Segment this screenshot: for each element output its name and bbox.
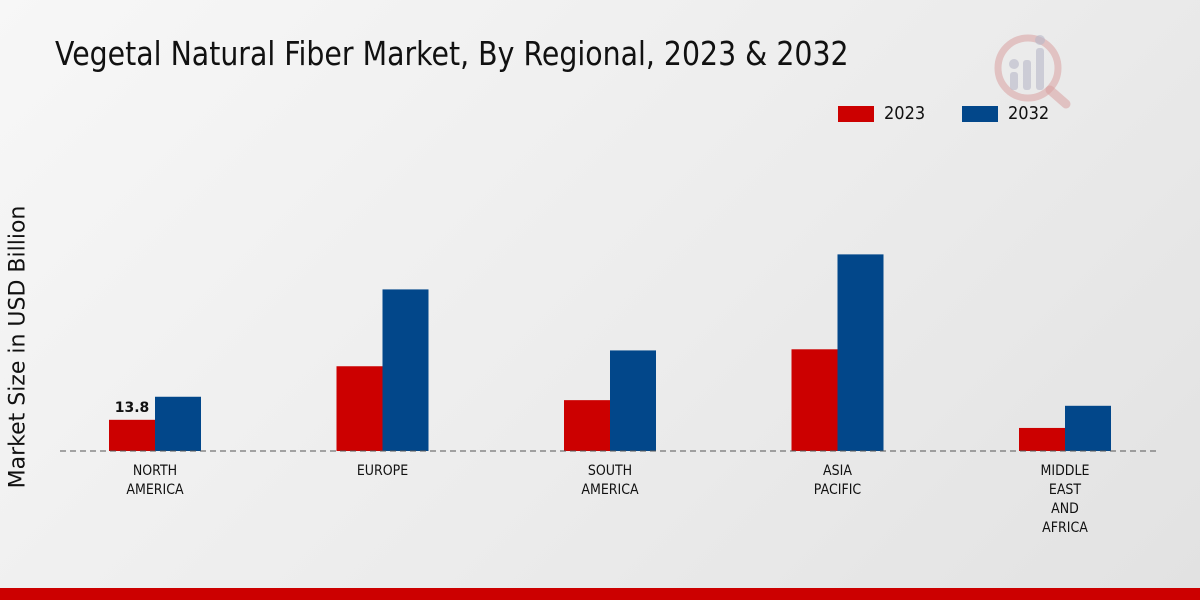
data-label: 13.8	[115, 400, 150, 416]
legend-swatch-2032	[961, 105, 998, 122]
legend-item-2032: 2032	[961, 103, 1054, 124]
x-tick-label: AND	[1051, 501, 1079, 517]
x-tick-label: ASIA	[823, 463, 852, 479]
legend-label-2032: 2032	[1007, 103, 1050, 124]
bar-2023-0	[109, 419, 155, 451]
brand-logo-icon	[990, 28, 1075, 113]
chart-title: Vegetal Natural Fiber Market, By Regiona…	[55, 34, 849, 73]
bottom-accent-bar	[0, 588, 1200, 600]
x-tick-label: EUROPE	[357, 463, 408, 479]
bar-2032-4	[1065, 405, 1111, 451]
bar-2032-0	[155, 396, 201, 451]
x-tick-label: NORTH	[133, 463, 177, 479]
bar-2023-2	[564, 400, 610, 451]
x-tick-label: MIDDLE	[1041, 463, 1090, 479]
x-tick-label: AFRICA	[1042, 520, 1088, 536]
bar-2023-4	[1019, 427, 1065, 451]
x-tick-label: EAST	[1049, 482, 1082, 498]
x-tick-label: PACIFIC	[814, 482, 861, 498]
bar-2032-3	[837, 254, 884, 451]
chart-legend: 2023 2032	[838, 103, 1086, 124]
bar-2023-3	[791, 349, 838, 451]
bar-2032-2	[610, 350, 656, 451]
legend-item-2023: 2023	[838, 103, 930, 124]
bar-2032-1	[382, 289, 429, 451]
legend-label-2023: 2023	[884, 103, 926, 124]
legend-swatch-2023	[838, 105, 874, 122]
x-tick-label: AMERICA	[581, 482, 638, 498]
x-tick-label: SOUTH	[588, 463, 632, 479]
bar-2023-1	[336, 366, 383, 451]
x-tick-label: AMERICA	[126, 482, 183, 498]
